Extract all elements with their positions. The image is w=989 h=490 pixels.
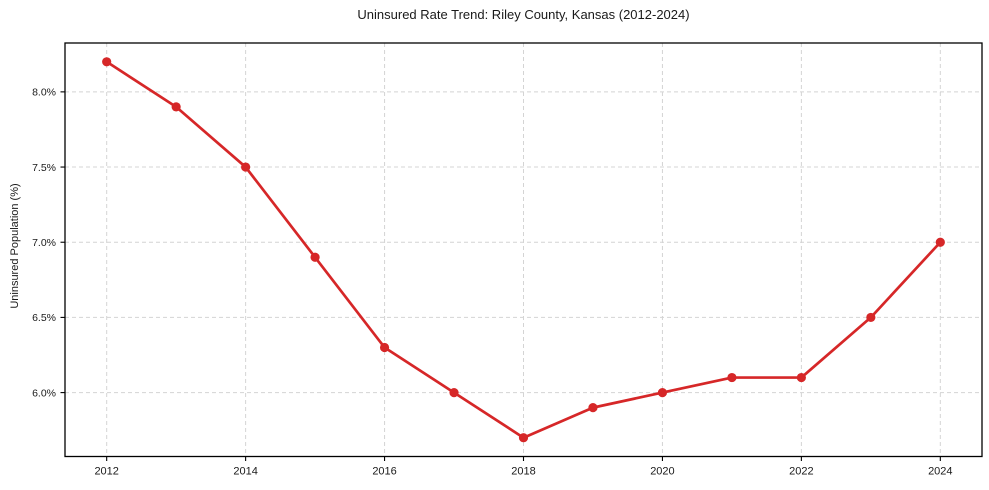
data-point-2023 [866, 312, 876, 323]
y-tick-label: 8.0% [32, 87, 56, 99]
data-point-2024 [935, 237, 945, 247]
data-point-2021 [727, 372, 737, 383]
plot-frame [64, 42, 983, 458]
y-tick-label: 7.5% [32, 162, 56, 174]
data-point-2016 [379, 342, 390, 353]
data-point-2013 [171, 102, 181, 112]
x-tick-label: 2014 [233, 466, 257, 478]
data-point-2018 [518, 433, 529, 443]
data-point-2014 [241, 162, 251, 172]
x-tick-label: 2022 [789, 466, 813, 478]
data-point-2020 [657, 387, 668, 398]
y-axis-label: Uninsured Population (%) [9, 183, 21, 309]
x-tick-label: 2016 [372, 466, 396, 478]
data-point-2015 [310, 252, 320, 262]
x-tick-label: 2012 [94, 466, 118, 478]
x-tick-label: 2020 [650, 466, 674, 478]
y-tick-label: 6.0% [32, 387, 56, 399]
data-point-2019 [588, 403, 598, 413]
data-point-2022 [796, 372, 806, 383]
y-tick-label: 7.0% [32, 237, 56, 249]
y-tick-label: 6.5% [32, 312, 56, 324]
data-point-2017 [449, 387, 459, 398]
data-point-2012 [102, 57, 112, 67]
x-tick-label: 2018 [511, 466, 535, 478]
x-tick-label: 2024 [928, 466, 952, 478]
chart-title: Uninsured Rate Trend: Riley County, Kans… [357, 7, 690, 22]
